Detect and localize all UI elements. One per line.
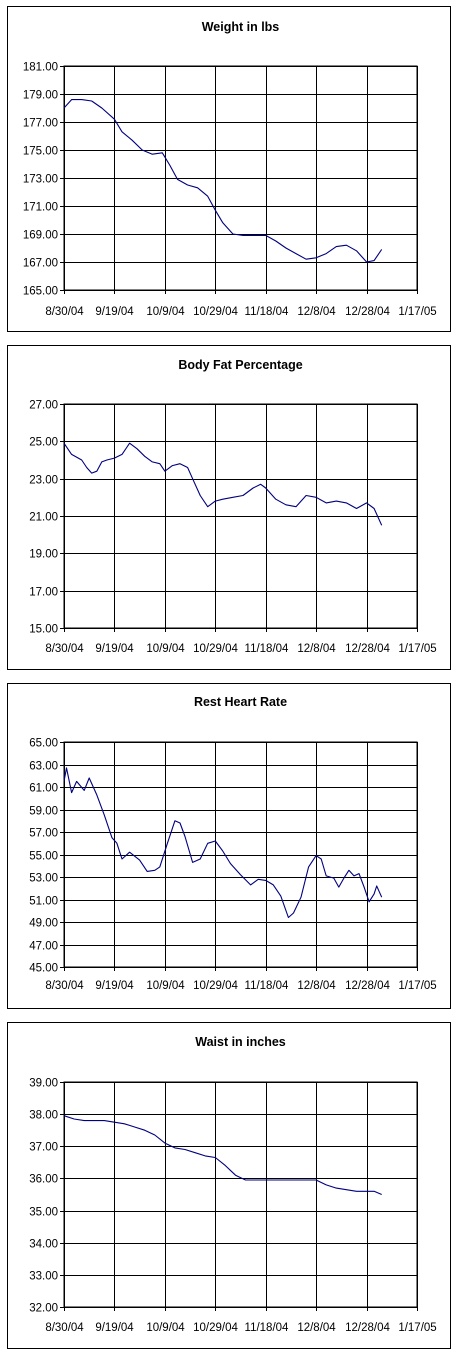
body-fat-x-tick-label: 12/8/04 bbox=[297, 643, 336, 655]
heart-rate-y-tick-label: 55.00 bbox=[29, 851, 58, 863]
waist-y-tick-label: 36.00 bbox=[29, 1174, 58, 1186]
heart-rate-y-tick-label: 53.00 bbox=[29, 873, 58, 885]
waist-y-tick-label: 37.00 bbox=[29, 1142, 58, 1154]
weight-y-tick-label: 165.00 bbox=[23, 286, 58, 298]
heart-rate-series-line bbox=[63, 767, 383, 919]
heart-rate-y-tick-label: 45.00 bbox=[29, 963, 58, 975]
heart-rate-x-tick-label: 10/9/04 bbox=[146, 980, 185, 992]
weight-x-tick-label: 1/17/05 bbox=[398, 306, 436, 318]
weight-series-line bbox=[63, 99, 383, 263]
body-fat-y-tick-label: 23.00 bbox=[29, 475, 58, 487]
heart-rate-chart-title: Rest Heart Rate bbox=[194, 695, 287, 709]
body-fat-x-tick-label: 9/19/04 bbox=[95, 643, 134, 655]
body-fat-x-tick-label: 8/30/04 bbox=[45, 643, 84, 655]
body-fat-x-tick-label: 12/28/04 bbox=[345, 643, 390, 655]
body-fat-x-tick-label: 10/9/04 bbox=[146, 643, 185, 655]
body-fat-y-tick-label: 27.00 bbox=[29, 400, 58, 412]
waist-y-tick-label: 38.00 bbox=[29, 1110, 58, 1122]
body-fat-chart-panel: Body Fat Percentage 15.00 17.00 19.00 21.00 2… bbox=[7, 345, 451, 670]
heart-rate-y-tick-label: 65.00 bbox=[29, 738, 58, 750]
heart-rate-x-tick-label: 1/17/05 bbox=[398, 980, 436, 992]
body-fat-y-tick-label: 17.00 bbox=[29, 587, 58, 599]
heart-rate-y-tick-label: 61.00 bbox=[29, 783, 58, 795]
weight-y-tick-label: 173.00 bbox=[23, 174, 58, 186]
waist-x-tick-label: 8/30/04 bbox=[45, 1322, 84, 1334]
waist-y-tick-label: 32.00 bbox=[29, 1303, 58, 1315]
waist-y-tick-label: 35.00 bbox=[29, 1207, 58, 1219]
heart-rate-x-tick-label: 12/28/04 bbox=[345, 980, 390, 992]
heart-rate-x-tick-label: 11/18/04 bbox=[245, 980, 290, 992]
heart-rate-chart-panel: Rest Heart Rate 45.00 47.00 49.00 51.00 53.00… bbox=[7, 683, 451, 1009]
weight-y-tick-label: 167.00 bbox=[23, 258, 58, 270]
waist-chart: Waist in inches 32.00 33.00 34.00 35.00 36.00… bbox=[29, 1035, 436, 1334]
weight-y-tick-label: 169.00 bbox=[23, 230, 58, 242]
weight-y-tick-label: 179.00 bbox=[23, 90, 58, 102]
body-fat-x-tick-label: 1/17/05 bbox=[398, 643, 436, 655]
weight-y-tick-label: 181.00 bbox=[23, 62, 58, 74]
body-fat-chart: Body Fat Percentage 15.00 17.00 19.00 21.00 2… bbox=[29, 358, 436, 655]
waist-plot-area bbox=[63, 1081, 418, 1308]
heart-rate-chart: Rest Heart Rate 45.00 47.00 49.00 51.00 53.00… bbox=[29, 695, 436, 992]
body-fat-chart-title: Body Fat Percentage bbox=[178, 358, 302, 372]
weight-y-tick-label: 177.00 bbox=[23, 118, 58, 130]
weight-x-tick-label: 10/29/04 bbox=[193, 306, 238, 318]
waist-x-tick-label: 10/9/04 bbox=[146, 1322, 185, 1334]
waist-y-tick-label: 39.00 bbox=[29, 1078, 58, 1090]
waist-chart-panel: Waist in inches 32.00 33.00 34.00 35.00 36.00… bbox=[7, 1022, 451, 1349]
waist-x-tick-label: 9/19/04 bbox=[95, 1322, 134, 1334]
body-fat-y-tick-label: 19.00 bbox=[29, 549, 58, 561]
waist-x-tick-label: 10/29/04 bbox=[193, 1322, 238, 1334]
waist-chart-title: Waist in inches bbox=[195, 1035, 286, 1049]
heart-rate-x-tick-label: 9/19/04 bbox=[95, 980, 134, 992]
weight-x-tick-label: 10/9/04 bbox=[146, 306, 185, 318]
weight-x-tick-label: 8/30/04 bbox=[45, 306, 84, 318]
heart-rate-x-tick-label: 10/29/04 bbox=[193, 980, 238, 992]
heart-rate-y-tick-label: 59.00 bbox=[29, 806, 58, 818]
waist-x-tick-label: 11/18/04 bbox=[245, 1322, 290, 1334]
body-fat-x-tick-label: 11/18/04 bbox=[245, 643, 290, 655]
heart-rate-x-tick-label: 8/30/04 bbox=[45, 980, 84, 992]
waist-x-tick-label: 12/8/04 bbox=[297, 1322, 336, 1334]
heart-rate-y-tick-label: 57.00 bbox=[29, 828, 58, 840]
weight-chart-panel: Weight in lbs 165.00 167.00 169.00 171.00 173… bbox=[7, 6, 451, 332]
waist-y-tick-label: 33.00 bbox=[29, 1271, 58, 1283]
heart-rate-y-tick-label: 47.00 bbox=[29, 941, 58, 953]
weight-chart: Weight in lbs 165.00 167.00 169.00 171.00 173… bbox=[23, 20, 437, 318]
weight-x-tick-label: 12/28/04 bbox=[345, 306, 390, 318]
body-fat-y-tick-label: 15.00 bbox=[29, 624, 58, 636]
body-fat-series-line bbox=[63, 442, 383, 526]
heart-rate-x-tick-label: 12/8/04 bbox=[297, 980, 336, 992]
heart-rate-y-tick-label: 51.00 bbox=[29, 896, 58, 908]
heart-rate-y-tick-label: 63.00 bbox=[29, 761, 58, 773]
body-fat-y-tick-label: 25.00 bbox=[29, 437, 58, 449]
body-fat-x-tick-label: 10/29/04 bbox=[193, 643, 238, 655]
body-fat-y-tick-label: 21.00 bbox=[29, 512, 58, 524]
waist-series-line bbox=[63, 1115, 382, 1196]
heart-rate-y-tick-label: 49.00 bbox=[29, 918, 58, 930]
weight-x-tick-label: 12/8/04 bbox=[297, 306, 336, 318]
weight-y-tick-label: 171.00 bbox=[23, 202, 58, 214]
weight-chart-title: Weight in lbs bbox=[202, 20, 280, 34]
heart-rate-plot-area bbox=[63, 741, 418, 968]
weight-x-tick-label: 9/19/04 bbox=[95, 306, 134, 318]
weight-y-tick-label: 175.00 bbox=[23, 146, 58, 158]
waist-x-tick-label: 12/28/04 bbox=[345, 1322, 390, 1334]
waist-y-tick-label: 34.00 bbox=[29, 1239, 58, 1251]
weight-x-tick-label: 11/18/04 bbox=[245, 306, 290, 318]
waist-x-tick-label: 1/17/05 bbox=[398, 1322, 436, 1334]
